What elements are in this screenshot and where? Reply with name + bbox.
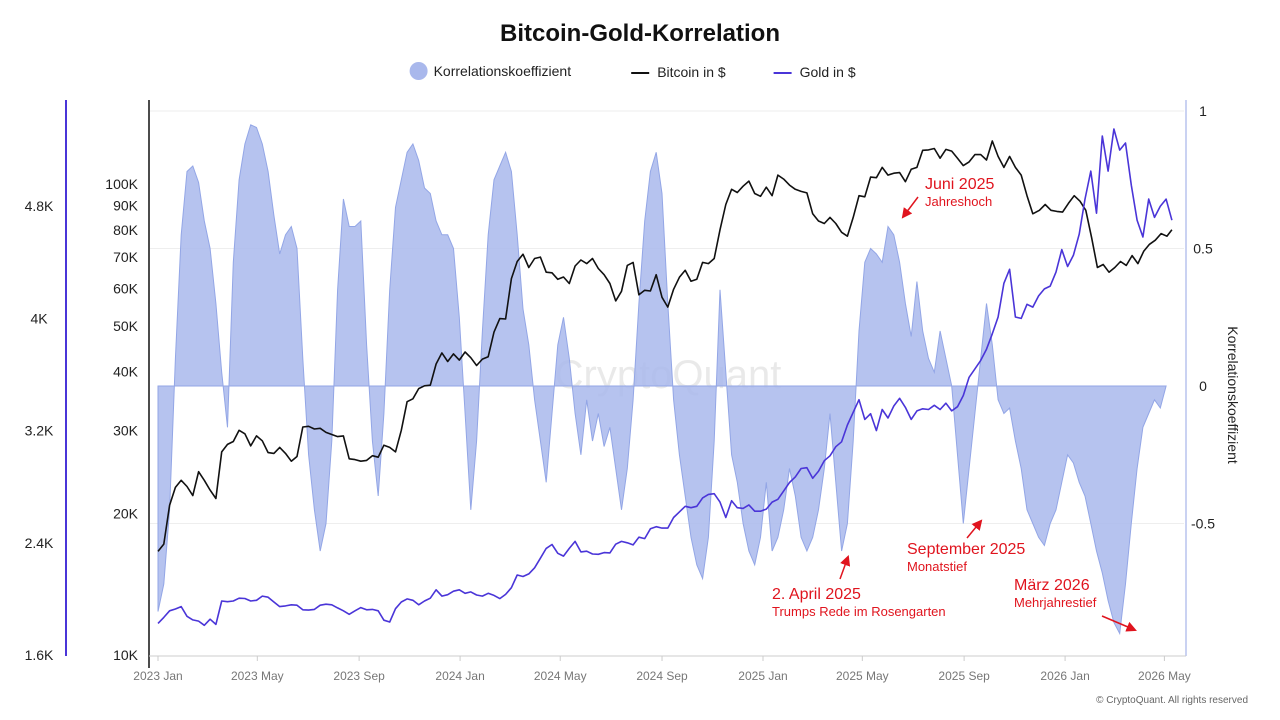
chart-legend: Korrelationskoeffizient Bitcoin in $ Gold … [409,62,856,80]
bitcoin-tick-60k: 60K [113,281,139,297]
gold-tick-1-6k: 1.6K [25,647,54,663]
x-tick-2023-sep: 2023 Sep [333,669,385,683]
bitcoin-tick-10k: 10K [113,647,139,663]
annotation-arrow-m-rz-2026 [1101,615,1137,632]
copyright-text: © CryptoQuant. All rights reserved [1096,695,1248,706]
correlation-tick-0: 0 [1199,378,1207,394]
x-tick-2024-sep: 2024 Sep [636,669,688,683]
x-tick-2025-jan: 2025 Jan [738,669,787,683]
x-tick-2026-jan: 2026 Jan [1040,669,1089,683]
gold-tick-3-2k: 3.2K [25,423,54,439]
chart-title: Bitcoin-Gold-Korrelation [500,20,780,47]
x-tick-2023-jan: 2023 Jan [133,669,182,683]
correlation-area [157,124,1167,636]
x-tick-2024-jan: 2024 Jan [435,669,484,683]
legend-label-gold-in: Gold in $ [800,64,856,80]
annotation-title-m-rz-2026: März 2026 [1014,577,1090,594]
bitcoin-tick-30k: 30K [113,422,139,438]
gold-line-layer [157,128,1173,627]
annotation-arrow-2-april-2025 [839,555,851,580]
annotation-subtitle-2-april-2025: Trumps Rede im Rosengarten [772,604,946,619]
bitcoin-tick-70k: 70K [113,249,139,265]
x-tick-2024-may: 2024 May [534,669,587,683]
correlation-area-layer [157,124,1167,636]
x-tick-2026-may: 2026 May [1138,669,1191,683]
legend-item-korrelationskoeffizient: Korrelationskoeffizient [409,62,572,80]
annotation-arrow-juni-2025 [901,196,919,219]
gold-tick-2-4k: 2.4K [25,535,54,551]
bitcoin-tick-20k: 20K [113,505,139,521]
x-tick-2025-may: 2025 May [836,669,889,683]
annotation-arrow-september-2025 [966,519,983,539]
correlation-tick-0-5: 0.5 [1193,241,1213,257]
gold-line [157,128,1173,627]
x-tick-2025-sep: 2025 Sep [938,669,990,683]
axes-layer [65,100,1187,668]
legend-item-bitcoin-in: Bitcoin in $ [631,64,726,80]
annotation-title-2-april-2025: 2. April 2025 [772,586,861,603]
legend-label-korrelationskoeffizient: Korrelationskoeffizient [434,63,572,79]
bitcoin-line-layer [157,140,1173,552]
annotation-subtitle-m-rz-2026: Mehrjahrestief [1014,595,1097,610]
bitcoin-tick-100k: 100K [105,176,138,192]
annotation-subtitle-juni-2025: Jahreshoch [925,194,992,209]
annotation-title-september-2025: September 2025 [907,541,1025,558]
bitcoin-line [157,140,1173,552]
tick-labels-layer: 1.6K 2.4K 3.2K 4K 4.8K 10K 20K 30K 40K 50K 60K 70K 8… [25,103,1241,683]
bitcoin-tick-40k: 40K [113,364,139,380]
x-tick-2023-may: 2023 May [231,669,284,683]
legend-item-gold-in: Gold in $ [773,64,856,80]
legend-swatch-korrelationskoeffizient [409,62,428,80]
gold-tick-4-8k: 4.8K [25,198,54,214]
bitcoin-tick-50k: 50K [113,318,139,334]
gold-tick-4k: 4K [30,310,48,326]
correlation-axis-label: Korrelationskoeffizient [1225,326,1241,464]
legend-label-bitcoin-in: Bitcoin in $ [657,64,726,80]
correlation-tick-1: 1 [1199,103,1207,119]
correlation-tick-0-5: -0.5 [1191,516,1215,532]
bitcoin-tick-90k: 90K [113,198,139,214]
annotation-subtitle-september-2025: Monatstief [907,559,967,574]
bitcoin-tick-80k: 80K [113,222,139,238]
annotation-title-juni-2025: Juni 2025 [925,176,994,193]
